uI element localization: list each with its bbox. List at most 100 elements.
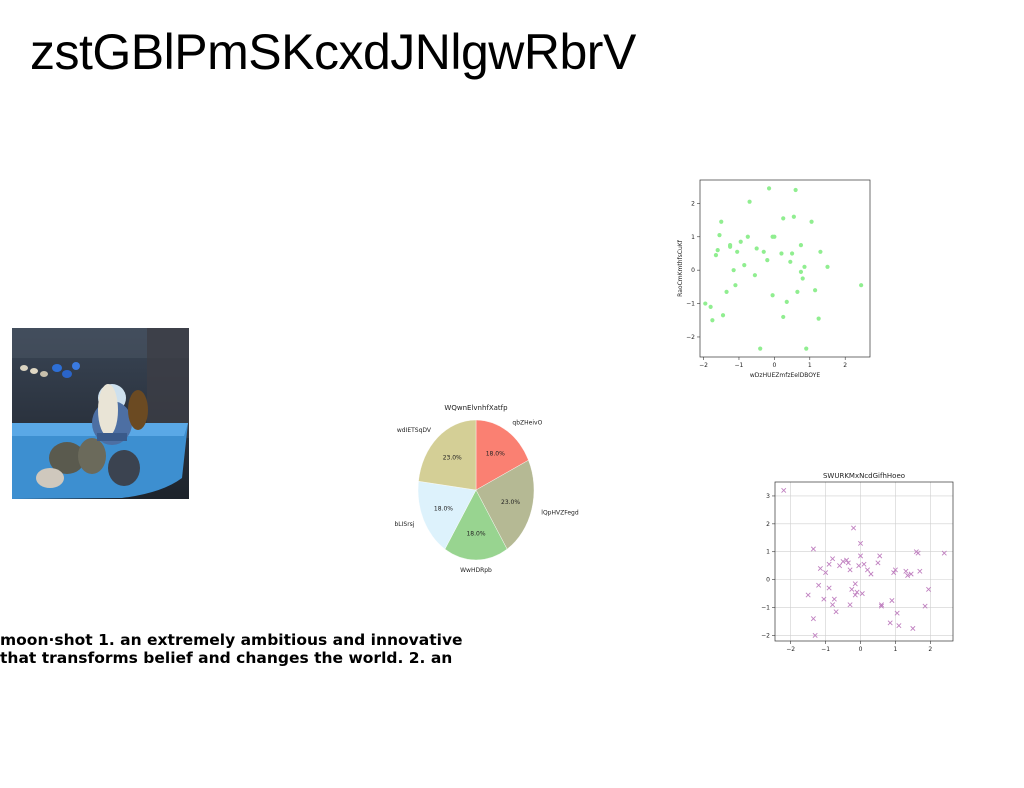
x-tick-label: −2 xyxy=(699,362,708,369)
data-point xyxy=(864,567,871,573)
data-point xyxy=(915,550,921,556)
data-point xyxy=(878,603,884,609)
pie-value-label: 18.0% xyxy=(486,450,505,457)
y-tick-label: 1 xyxy=(691,234,695,241)
caption-text: moon·shot 1. an extremely ambitious and … xyxy=(0,631,520,667)
data-point xyxy=(761,249,766,254)
pie-slice xyxy=(417,480,477,550)
data-point xyxy=(784,299,789,304)
data-point xyxy=(703,301,708,306)
pie-value-label: 23.0% xyxy=(443,454,462,461)
data-point xyxy=(816,316,821,321)
data-point xyxy=(825,264,830,269)
data-point xyxy=(922,603,928,609)
photo-image xyxy=(12,328,189,499)
data-point xyxy=(752,273,757,278)
data-point xyxy=(772,234,777,239)
pie-slice xyxy=(475,459,535,550)
data-point xyxy=(779,251,784,256)
data-point xyxy=(851,525,857,531)
data-point xyxy=(708,304,713,310)
data-point xyxy=(791,214,796,219)
y-tick-label: −1 xyxy=(761,605,770,612)
pie-value-label: 23.0% xyxy=(501,499,520,506)
pie-category-label: WwHDRpb xyxy=(460,567,492,574)
data-point xyxy=(891,570,897,576)
data-point xyxy=(804,346,809,351)
data-point xyxy=(908,571,914,577)
pie-chart: WQwnElvnhfXatfp 18.0% qbZHeivO 23.0% lQpHVZF… xyxy=(394,404,579,574)
data-point xyxy=(798,269,804,274)
data-point xyxy=(868,571,874,577)
data-point xyxy=(821,596,827,602)
data-point xyxy=(800,276,805,281)
data-point xyxy=(733,283,738,288)
pie-slice xyxy=(444,489,508,561)
data-point xyxy=(878,602,884,608)
caption-line-1: moon·shot 1. an extremely ambitious and … xyxy=(0,631,463,649)
data-point xyxy=(781,216,786,221)
x-tick-label: −1 xyxy=(735,362,744,369)
data-point xyxy=(830,556,836,562)
data-point xyxy=(926,586,932,592)
pie-title: WQwnElvnhfXatfp xyxy=(444,404,508,412)
y-tick-label: −1 xyxy=(686,301,695,308)
data-point xyxy=(857,540,864,546)
data-point xyxy=(795,289,800,294)
scatter-chart-purple: SWURKMxNcdGifhHoeo −2 −1 0 1 2 −2 −1 0 1 2 3 xyxy=(761,472,954,653)
data-point xyxy=(742,263,747,268)
x-tick-label: 2 xyxy=(843,362,847,369)
y-axis-label: RaoCmKmthfsCuKf xyxy=(677,239,684,297)
data-point xyxy=(875,560,881,566)
data-point xyxy=(892,567,898,573)
data-point xyxy=(941,550,947,556)
data-point xyxy=(758,346,763,351)
data-point xyxy=(877,553,883,559)
y-tick-label: 3 xyxy=(766,493,770,500)
scatter-chart-green: −2 −1 0 1 2 −2 −1 0 1 2 wDzHUEZmfzEelDBOYE RaoCmKmt… xyxy=(677,179,871,379)
data-point xyxy=(910,625,916,631)
pie-category-label: lQpHVZFegd xyxy=(541,509,579,516)
data-point xyxy=(861,561,867,567)
data-point xyxy=(720,313,726,318)
x-tick-label: 2 xyxy=(928,646,932,653)
data-point xyxy=(847,602,853,608)
y-tick-label: 1 xyxy=(766,549,770,556)
data-point xyxy=(896,623,902,629)
data-point xyxy=(812,632,818,638)
data-point xyxy=(781,487,787,493)
data-point xyxy=(847,567,853,573)
data-point xyxy=(713,253,719,258)
data-point xyxy=(845,560,851,566)
data-point xyxy=(818,249,823,254)
x-tick-label: 1 xyxy=(893,646,897,653)
x-tick-label: −2 xyxy=(786,646,795,653)
data-point xyxy=(802,264,807,269)
data-point xyxy=(789,251,795,256)
pie-category-label: qbZHeivO xyxy=(512,419,542,426)
data-point xyxy=(719,219,724,224)
data-point xyxy=(738,239,743,244)
x-tick-label: 0 xyxy=(859,646,863,653)
data-point xyxy=(852,592,858,598)
data-point xyxy=(754,246,759,251)
y-tick-label: 0 xyxy=(691,267,695,274)
pie-value-label: 18.0% xyxy=(434,505,453,512)
data-point xyxy=(728,244,733,249)
chart-title: SWURKMxNcdGifhHoeo xyxy=(823,472,905,480)
data-point xyxy=(717,233,722,238)
data-point xyxy=(793,187,798,193)
x-tick-label: 0 xyxy=(772,362,776,369)
y-tick-label: −2 xyxy=(686,334,695,341)
data-point xyxy=(831,596,837,602)
data-point xyxy=(715,248,720,253)
data-point xyxy=(837,563,843,569)
data-point xyxy=(813,288,818,293)
data-point xyxy=(844,557,850,563)
data-point xyxy=(917,568,923,574)
pie-value-label: 18.0% xyxy=(466,530,485,537)
pie-category-label: bLISrsj xyxy=(394,521,414,528)
data-point xyxy=(809,219,814,224)
data-point xyxy=(798,243,804,248)
plot-frame xyxy=(699,179,871,358)
